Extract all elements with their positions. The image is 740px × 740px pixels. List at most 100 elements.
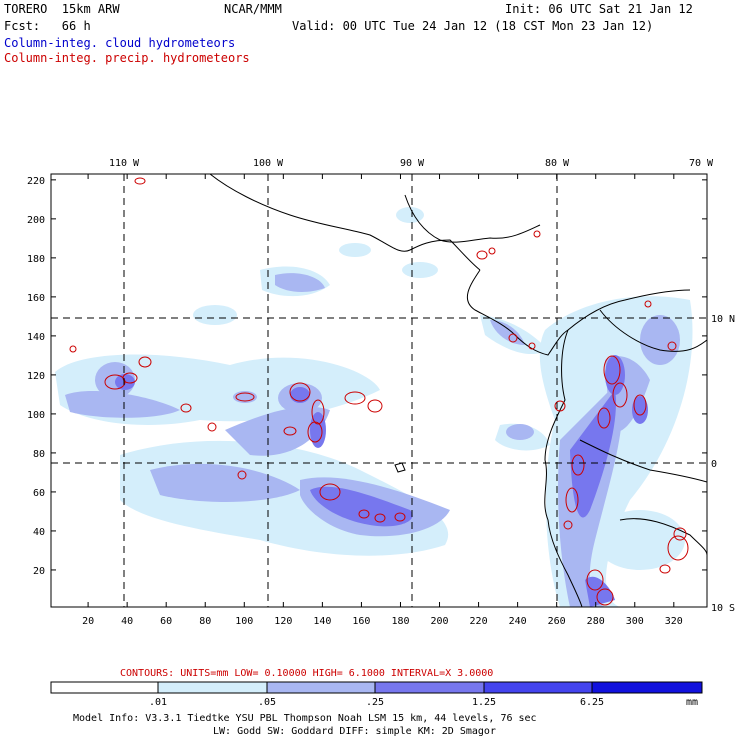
precip-contour xyxy=(667,341,677,351)
coastline xyxy=(579,439,707,483)
precip-contour xyxy=(235,392,255,402)
coastline xyxy=(466,269,691,356)
cloud-area xyxy=(150,463,300,502)
cloud-area xyxy=(585,576,615,607)
precip-contour xyxy=(283,426,297,436)
init-time: Init: 06 UTC Sat 21 Jan 12 xyxy=(505,2,693,16)
colorbar: .01 .05 .25 1.25 6.25 mm xyxy=(50,681,703,708)
precip-contour xyxy=(289,382,311,402)
colorbar-label: 6.25 xyxy=(580,697,604,708)
precip-contour xyxy=(673,527,687,541)
precip-contour xyxy=(571,454,585,476)
colorbar-bin xyxy=(484,682,592,693)
x-tick-label: 240 xyxy=(509,616,527,627)
precip-contour xyxy=(603,355,621,385)
colorbar-bin xyxy=(267,682,375,693)
precip-contour xyxy=(180,403,192,413)
y-tick-label: 100 xyxy=(27,410,45,421)
coastline xyxy=(544,329,583,607)
cloud-area xyxy=(339,243,371,257)
precip-contour xyxy=(69,345,77,353)
model-title: TORERO 15km ARW xyxy=(4,2,120,16)
y-tick-label: 20 xyxy=(33,566,45,577)
y-tick-label: 140 xyxy=(27,332,45,343)
cloud-area xyxy=(193,305,237,325)
latlon-grid xyxy=(51,174,707,607)
x-tick-label: 60 xyxy=(160,616,172,627)
precip-contour xyxy=(554,400,566,412)
precip-contour xyxy=(565,487,579,513)
precip-contour xyxy=(476,250,488,260)
contour-info: CONTOURS: UNITS=mm LOW= 0.10000 HIGH= 6.… xyxy=(120,668,493,679)
precip-contour xyxy=(644,300,652,308)
lat-label: 0 xyxy=(711,459,717,470)
cloud-area xyxy=(290,387,310,403)
precip-contour xyxy=(374,513,386,523)
cloud-area xyxy=(65,390,180,418)
model-info: Model Info: V3.3.1 Tiedtke YSU PBL Thomp… xyxy=(73,713,537,724)
lat-label: 10 S xyxy=(711,603,735,614)
cloud-area xyxy=(490,320,525,345)
x-tick-label: 320 xyxy=(665,616,683,627)
precip-contour xyxy=(307,421,323,443)
org-label: NCAR/MMM xyxy=(224,2,282,16)
footer: Model Info: V3.3.1 Tiedtke YSU PBL Thomp… xyxy=(73,713,537,737)
coastline xyxy=(209,174,707,607)
x-tick-label: 200 xyxy=(430,616,448,627)
y-axis: 20 40 60 80 100 120 140 160 180 200 220 xyxy=(27,176,707,577)
lon-label: 90 W xyxy=(400,158,425,169)
precip-contour xyxy=(528,342,536,350)
cloud-area xyxy=(506,424,534,440)
lat-label: 10 N xyxy=(711,314,735,325)
forecast-hour: Fcst: 66 h xyxy=(4,19,91,33)
precip-contour xyxy=(612,382,628,408)
lat-labels: 10 N 0 10 S xyxy=(711,314,735,614)
plot-frame xyxy=(50,173,708,608)
y-tick-label: 180 xyxy=(27,254,45,265)
x-tick-label: 140 xyxy=(313,616,331,627)
colorbar-label: 1.25 xyxy=(472,697,496,708)
lon-label: 100 W xyxy=(253,158,284,169)
colorbar-unit: mm xyxy=(686,697,698,708)
colorbar-bin xyxy=(375,682,484,693)
cloud-area xyxy=(605,355,625,395)
precip-contour xyxy=(596,588,614,606)
precip-contour xyxy=(488,247,496,255)
colorbar-frame xyxy=(50,681,703,694)
y-tick-label: 200 xyxy=(27,215,45,226)
x-tick-label: 280 xyxy=(587,616,605,627)
x-tick-label: 100 xyxy=(235,616,253,627)
coastline xyxy=(404,194,541,243)
y-tick-label: 220 xyxy=(27,176,45,187)
cloud-area xyxy=(275,273,325,292)
y-tick-label: 160 xyxy=(27,293,45,304)
lon-label: 80 W xyxy=(545,158,570,169)
precip-contour xyxy=(358,509,370,519)
colorbar-bin xyxy=(51,682,158,693)
x-tick-label: 80 xyxy=(199,616,211,627)
precip-contour xyxy=(597,407,611,429)
precip-contour xyxy=(311,399,325,425)
hydrometeor-shading xyxy=(55,207,693,607)
precip-contour xyxy=(394,512,406,522)
y-tick-label: 80 xyxy=(33,449,45,460)
precip-contour xyxy=(659,564,671,574)
x-tick-label: 300 xyxy=(626,616,644,627)
coastline xyxy=(599,309,707,352)
physics-info: LW: Godd SW: Goddard DIFF: simple KM: 2D… xyxy=(213,726,496,737)
precip-contour xyxy=(122,372,138,384)
cloud-area xyxy=(595,510,685,570)
coastline xyxy=(619,518,707,556)
x-tick-label: 260 xyxy=(548,616,566,627)
x-tick-label: 40 xyxy=(121,616,133,627)
precip-contour xyxy=(344,391,366,405)
coastline xyxy=(209,174,481,271)
x-tick-label: 180 xyxy=(391,616,409,627)
cloud-area xyxy=(640,315,680,365)
cloud-area xyxy=(396,207,424,223)
colorbar-label: .05 xyxy=(258,697,276,708)
lon-label: 70 W xyxy=(689,158,714,169)
lon-label: 110 W xyxy=(109,158,140,169)
colorbar-bin xyxy=(592,682,702,693)
